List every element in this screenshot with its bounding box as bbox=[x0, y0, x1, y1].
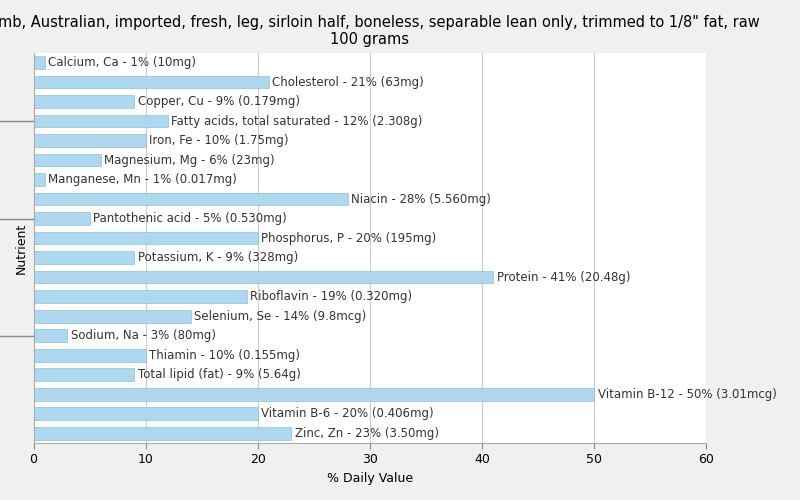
Bar bbox=[34, 193, 347, 205]
Text: Protein - 41% (20.48g): Protein - 41% (20.48g) bbox=[497, 270, 630, 283]
Text: Potassium, K - 9% (328mg): Potassium, K - 9% (328mg) bbox=[138, 251, 298, 264]
X-axis label: % Daily Value: % Daily Value bbox=[327, 472, 413, 485]
Bar bbox=[34, 173, 45, 186]
Text: Cholesterol - 21% (63mg): Cholesterol - 21% (63mg) bbox=[273, 76, 424, 88]
Bar bbox=[34, 290, 246, 303]
Text: Manganese, Mn - 1% (0.017mg): Manganese, Mn - 1% (0.017mg) bbox=[48, 173, 237, 186]
Bar bbox=[34, 408, 258, 420]
Text: Phosphorus, P - 20% (195mg): Phosphorus, P - 20% (195mg) bbox=[261, 232, 437, 244]
Bar bbox=[34, 134, 146, 147]
Text: Calcium, Ca - 1% (10mg): Calcium, Ca - 1% (10mg) bbox=[48, 56, 196, 69]
Text: Pantothenic acid - 5% (0.530mg): Pantothenic acid - 5% (0.530mg) bbox=[93, 212, 286, 225]
Text: Magnesium, Mg - 6% (23mg): Magnesium, Mg - 6% (23mg) bbox=[104, 154, 275, 166]
Text: Fatty acids, total saturated - 12% (2.308g): Fatty acids, total saturated - 12% (2.30… bbox=[171, 114, 423, 128]
Bar bbox=[34, 232, 258, 244]
Text: Total lipid (fat) - 9% (5.64g): Total lipid (fat) - 9% (5.64g) bbox=[138, 368, 301, 381]
Bar bbox=[34, 388, 594, 400]
Text: Sodium, Na - 3% (80mg): Sodium, Na - 3% (80mg) bbox=[70, 329, 215, 342]
Text: Iron, Fe - 10% (1.75mg): Iron, Fe - 10% (1.75mg) bbox=[149, 134, 289, 147]
Bar bbox=[34, 154, 101, 166]
Title: Lamb, Australian, imported, fresh, leg, sirloin half, boneless, separable lean o: Lamb, Australian, imported, fresh, leg, … bbox=[0, 15, 759, 48]
Bar bbox=[34, 252, 134, 264]
Text: Riboflavin - 19% (0.320mg): Riboflavin - 19% (0.320mg) bbox=[250, 290, 412, 303]
Bar bbox=[34, 368, 134, 381]
Y-axis label: Nutrient: Nutrient bbox=[15, 222, 28, 274]
Bar bbox=[34, 114, 168, 128]
Text: Vitamin B-6 - 20% (0.406mg): Vitamin B-6 - 20% (0.406mg) bbox=[261, 408, 434, 420]
Text: Zinc, Zn - 23% (3.50mg): Zinc, Zn - 23% (3.50mg) bbox=[295, 427, 439, 440]
Text: Vitamin B-12 - 50% (3.01mcg): Vitamin B-12 - 50% (3.01mcg) bbox=[598, 388, 777, 400]
Text: Selenium, Se - 14% (9.8mcg): Selenium, Se - 14% (9.8mcg) bbox=[194, 310, 366, 322]
Text: Niacin - 28% (5.560mg): Niacin - 28% (5.560mg) bbox=[351, 192, 490, 205]
Bar bbox=[34, 212, 90, 225]
Bar bbox=[34, 271, 494, 283]
Bar bbox=[34, 56, 45, 69]
Bar bbox=[34, 95, 134, 108]
Bar bbox=[34, 76, 269, 88]
Bar bbox=[34, 349, 146, 362]
Bar bbox=[34, 310, 190, 322]
Bar bbox=[34, 330, 67, 342]
Bar bbox=[34, 427, 291, 440]
Text: Copper, Cu - 9% (0.179mg): Copper, Cu - 9% (0.179mg) bbox=[138, 95, 300, 108]
Text: Thiamin - 10% (0.155mg): Thiamin - 10% (0.155mg) bbox=[149, 348, 300, 362]
